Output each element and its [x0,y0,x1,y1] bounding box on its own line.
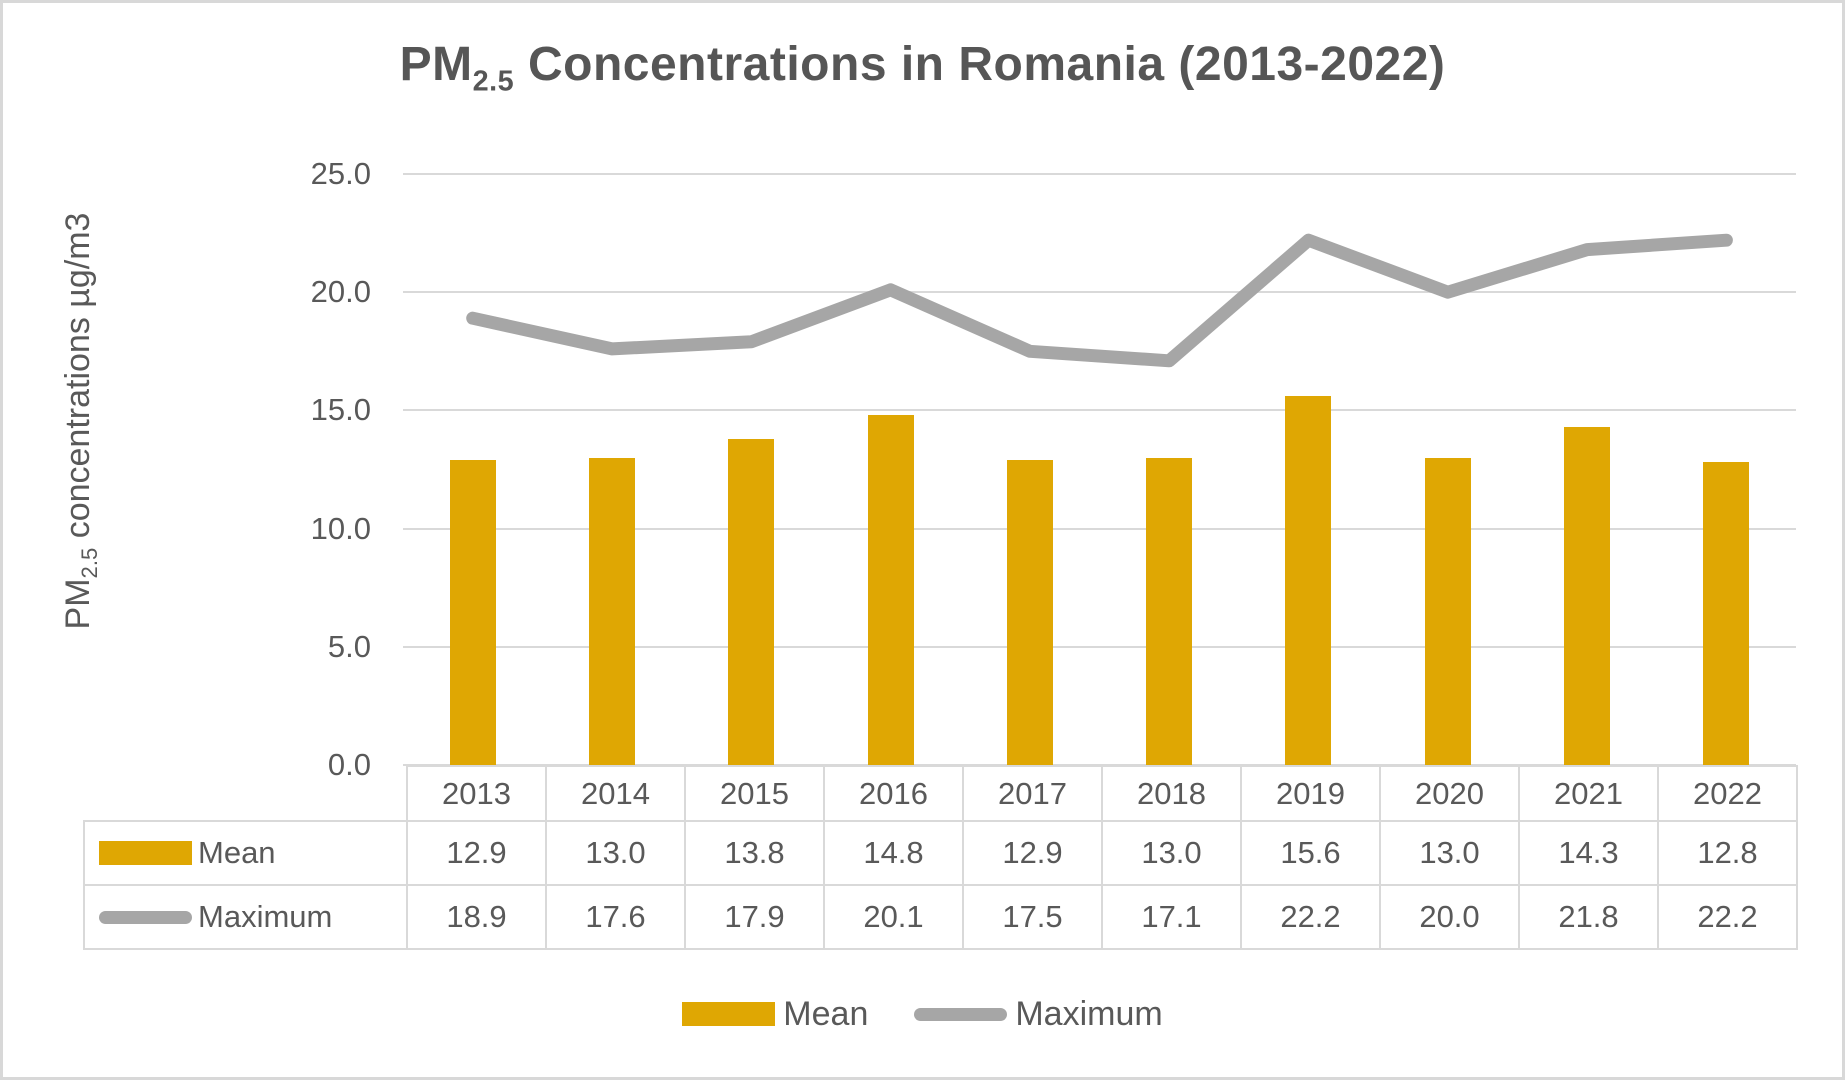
year-cell-2016: 2016 [823,765,964,822]
mean-bar-2015 [728,438,775,765]
maximum-value-2015: 17.9 [684,884,825,950]
year-cell-2015: 2015 [684,765,825,822]
y-tick-label-5.0: 5.0 [327,628,371,664]
table-corner-cell [84,766,407,821]
mean-value-2016: 14.8 [823,820,964,886]
y-tick-label-25.0: 25.0 [310,156,371,191]
legend-key-mean: Mean [83,820,408,886]
y-tick-label-10.0: 10.0 [310,510,371,546]
mean-value-2017: 12.9 [962,820,1103,886]
gridline-15.0 [403,409,1796,412]
gridline-0.0 [403,764,1796,766]
chart-title-rest: Concentrations in Romania (2013-2022) [514,38,1446,91]
mean-value-2020: 13.0 [1379,820,1520,886]
mean-bar-2021 [1564,426,1611,765]
mean-value-2022: 12.8 [1657,820,1798,886]
mean-bar-2013 [449,460,496,765]
mean-swatch-icon [682,1002,776,1026]
gridline-5.0 [403,645,1796,648]
plot-area [403,174,1796,765]
maximum-swatch-icon [914,1007,1008,1021]
row-label-mean: Mean [198,835,276,870]
maximum-value-2014: 17.6 [545,884,686,950]
gridline-25.0 [403,173,1796,175]
chart-title-prefix: PM [399,38,473,91]
y-axis-title-rest: concentrations µg/m3 [59,212,98,548]
mean-bar-2022 [1703,462,1750,765]
maximum-value-2021: 21.8 [1518,884,1659,950]
gridline-10.0 [403,527,1796,530]
mean-value-2015: 13.8 [684,820,825,886]
mean-bar-2018 [1146,457,1193,765]
mean-value-2021: 14.3 [1518,820,1659,886]
maximum-swatch-icon [99,910,192,924]
table-row-years: 2013 2014 2015 2016 2017 2018 2019 2020 2021 2022 [84,765,1798,822]
y-tick-label-0.0: 0.0 [327,747,371,782]
maximum-value-2019: 22.2 [1240,884,1381,950]
y-tick-label-15.0: 15.0 [310,392,371,428]
year-cell-2017: 2017 [962,765,1103,822]
legend-item-maximum: Maximum [914,994,1163,1034]
mean-bar-2014 [588,457,635,765]
y-axis-title: PM2.5 concentrations µg/m3 [59,213,103,630]
maximum-value-2018: 17.1 [1101,884,1242,950]
gridline-20.0 [403,291,1796,294]
maximum-value-2020: 20.0 [1379,884,1520,950]
chart-title-subscript: 2.5 [472,65,515,98]
maximum-line [466,233,1733,368]
legend-mean-label: Mean [783,994,869,1033]
mean-value-2013: 12.9 [406,820,547,886]
year-cell-2013: 2013 [406,765,547,822]
y-tick-label-20.0: 20.0 [310,274,371,310]
table-row-mean: Mean 12.9 13.0 13.8 14.8 12.9 13.0 15.6 13.0 14.3… [83,820,1798,886]
year-cell-2020: 2020 [1379,765,1520,822]
table-row-maximum: Maximum 18.9 17.6 17.9 20.1 17.5 17.1 22.2 20.0 2… [83,884,1798,950]
mean-bar-2020 [1424,457,1471,765]
legend-item-mean: Mean [682,995,868,1034]
maximum-value-2016: 20.1 [823,884,964,950]
mean-value-2018: 13.0 [1101,820,1242,886]
mean-bar-2016 [867,415,914,765]
data-table: 2013 2014 2015 2016 2017 2018 2019 2020 2021 2022… [83,765,1798,950]
legend-maximum-label: Maximum [1015,994,1163,1033]
mean-bar-2019 [1285,396,1332,765]
y-axis-title-prefix: PM [59,578,98,630]
year-cell-2019: 2019 [1240,765,1381,822]
maximum-line-series [466,233,1733,368]
maximum-value-2022: 22.2 [1657,884,1798,950]
year-cell-2021: 2021 [1518,765,1659,822]
year-cell-2014: 2014 [545,765,686,822]
chart-title: PM2.5 Concentrations in Romania (2013-20… [3,37,1842,99]
row-label-maximum: Maximum [198,899,333,934]
y-axis-title-subscript: 2.5 [76,547,102,579]
mean-bar-2017 [1006,460,1053,765]
legend-key-maximum: Maximum [83,884,408,950]
maximum-value-2017: 17.5 [962,884,1103,950]
chart-legend: Mean Maximum [3,991,1842,1037]
mean-swatch-icon [99,841,192,865]
mean-value-2019: 15.6 [1240,820,1381,886]
maximum-value-2013: 18.9 [406,884,547,950]
year-cell-2018: 2018 [1101,765,1242,822]
mean-value-2014: 13.0 [545,820,686,886]
year-cell-2022: 2022 [1657,765,1798,822]
